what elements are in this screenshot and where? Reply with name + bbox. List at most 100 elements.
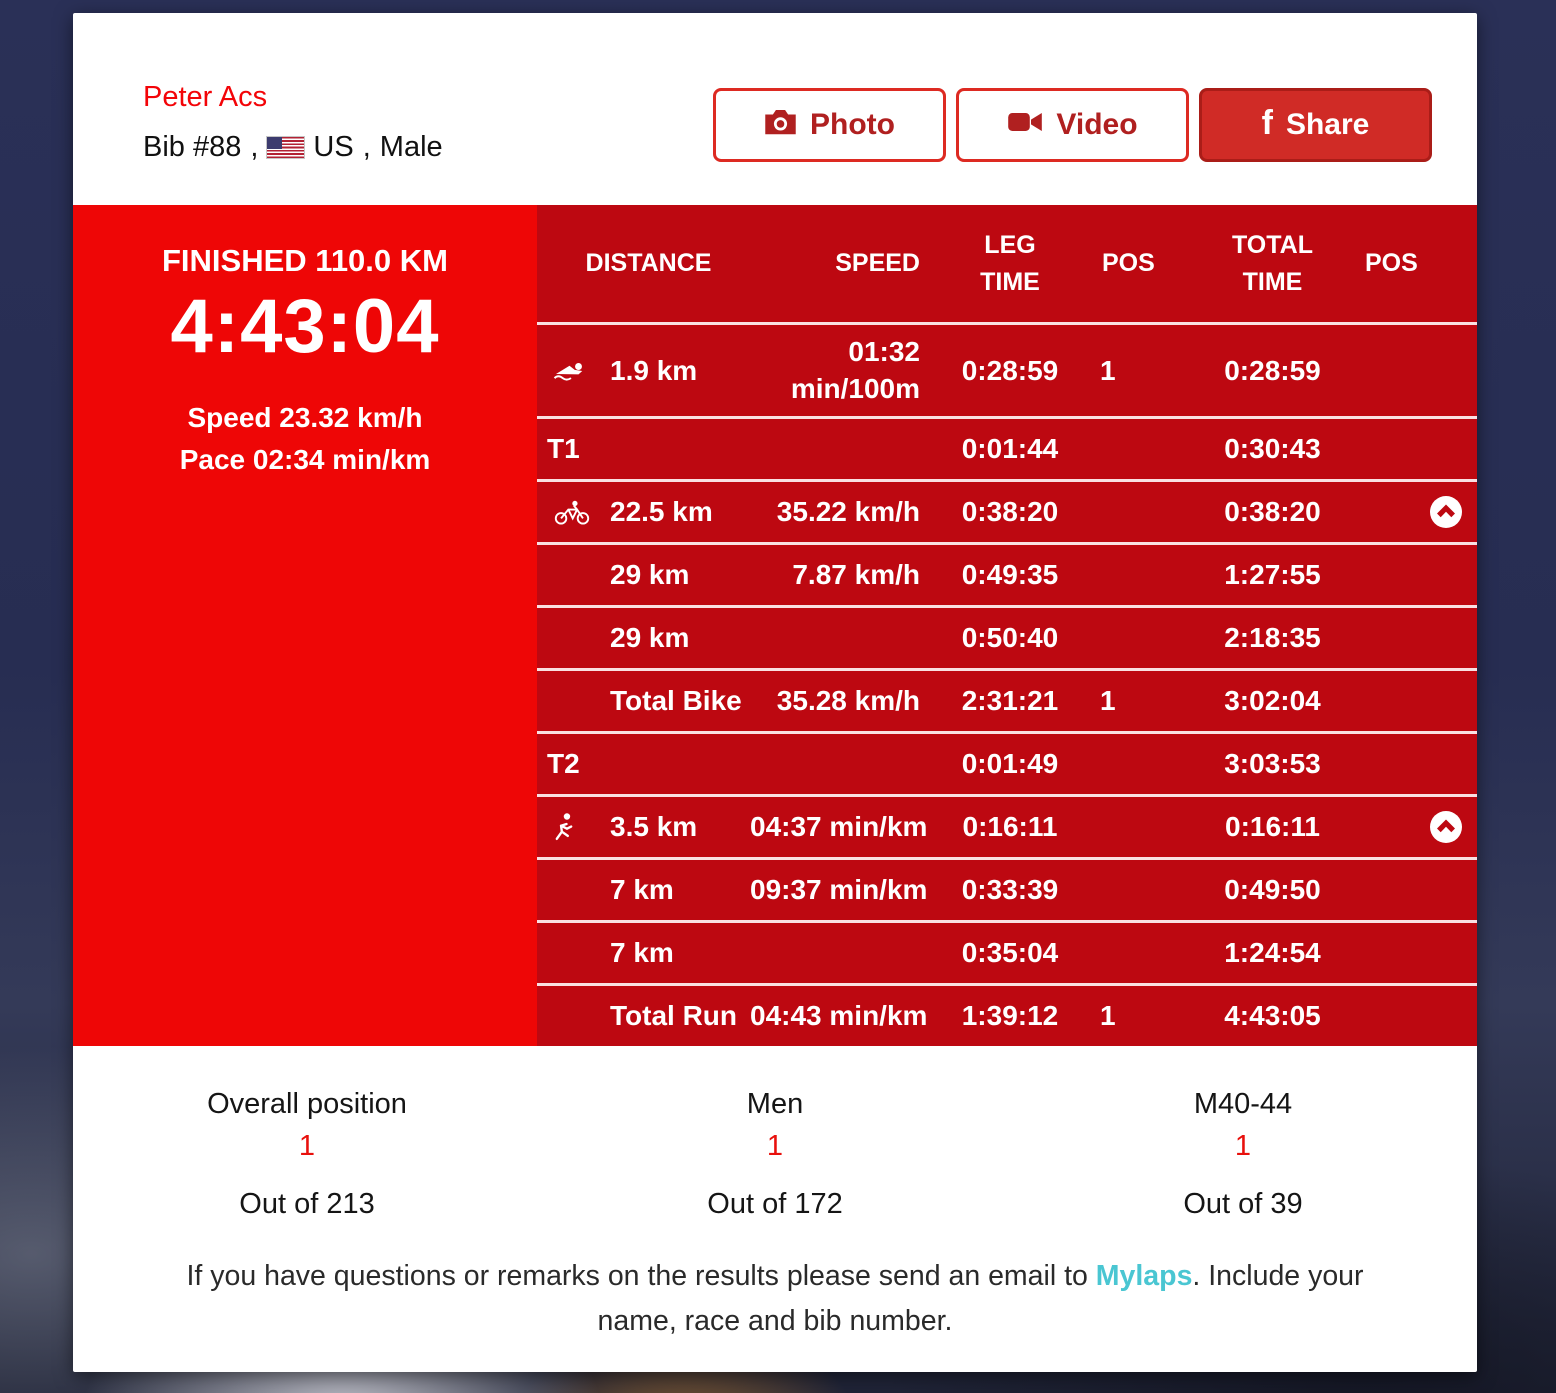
position-label: Men: [746, 1088, 804, 1120]
split-row-bike-interval: 29 km 7.87 km/h 0:49:35 1:27:55: [537, 542, 1477, 605]
col-header-pos-2: POS: [1365, 249, 1418, 277]
split-leg-time: 0:38:20: [961, 496, 1059, 527]
split-row-bike-interval: 29 km 0:50:40 2:18:35: [537, 605, 1477, 668]
col-header-leg-time-text: LEG TIME: [980, 231, 1040, 296]
cyclist-icon: [553, 499, 591, 526]
athlete-meta: Bib #88 , US , Male: [143, 131, 443, 164]
split-label: Total Bike: [610, 685, 742, 716]
split-distance: 7 km: [610, 874, 674, 905]
gender-position-block: Men 1 Out of 172: [541, 1088, 1009, 1246]
share-button-label: Share: [1285, 108, 1370, 141]
split-total-time: 4:43:05: [1224, 1000, 1321, 1031]
split-total-time: 0:16:11: [1225, 811, 1320, 842]
split-speed-value: 01:32: [848, 336, 920, 368]
split-pos: 1: [1100, 685, 1116, 716]
split-row-bike: 22.5 km 35.22 km/h 0:38:20 0:38:20: [537, 479, 1477, 542]
split-total-time: 2:18:35: [1224, 622, 1321, 653]
share-button[interactable]: f Share: [1199, 88, 1432, 162]
split-leg-time: 0:28:59: [961, 354, 1059, 386]
overall-position-block: Overall position 1 Out of 213: [73, 1088, 541, 1246]
split-leg-time: 0:01:49: [961, 748, 1059, 779]
split-leg-time: 0:16:11: [962, 811, 1058, 842]
position-out-of: Out of 213: [239, 1188, 375, 1220]
split-total-time: 3:02:04: [1224, 685, 1321, 716]
results-card: Peter Acs Bib #88 , US , Male Photo: [73, 13, 1477, 1372]
separator: ,: [362, 131, 371, 164]
swimmer-icon: [553, 360, 589, 382]
split-pos: 1: [1100, 1000, 1116, 1031]
split-total-time: 1:24:54: [1224, 937, 1321, 968]
split-leg-time: 0:01:44: [961, 433, 1059, 464]
us-flag-icon: [266, 136, 306, 160]
footer-text-before: If you have questions or remarks on the …: [186, 1260, 1096, 1292]
runner-icon: [553, 812, 575, 842]
category-position-block: M40-44 1 Out of 39: [1009, 1088, 1477, 1246]
athlete-name: Peter Acs: [143, 80, 268, 113]
card-header: Peter Acs Bib #88 , US , Male Photo: [73, 13, 1477, 205]
athlete-info: Peter Acs Bib #88 , US , Male: [143, 80, 443, 165]
footer-note: If you have questions or remarks on the …: [73, 1246, 1477, 1344]
split-label: Total Run: [610, 1000, 738, 1031]
split-speed: 09:37 min/km: [750, 873, 928, 905]
split-row-swim: 1.9 km 01:32 min/100m 0:28:59 1 0:28:59: [537, 322, 1477, 416]
position-summary: Overall position 1 Out of 213 Men 1 Out …: [73, 1046, 1477, 1246]
splits-table: DISTANCE SPEED LEG TIME POS TOTAL TIME P…: [537, 205, 1477, 1046]
results-section: FINISHED 110.0 KM 4:43:04 Speed 23.32 km…: [73, 205, 1477, 1046]
col-header-pos: POS: [1102, 249, 1155, 277]
split-leg-time: 0:49:35: [961, 559, 1059, 590]
col-header-total-time-text: TOTAL TIME: [1231, 231, 1313, 296]
video-button[interactable]: Video: [956, 88, 1189, 162]
separator: ,: [250, 131, 259, 164]
summary-panel: FINISHED 110.0 KM 4:43:04 Speed 23.32 km…: [73, 205, 537, 1046]
position-label: M40-44: [1193, 1088, 1293, 1120]
split-row-t1: T1 0:01:44 0:30:43: [537, 416, 1477, 479]
split-row-total-run: Total Run 04:43 min/km 1:39:12 1 4:43:05: [537, 983, 1477, 1046]
position-rank: 1: [766, 1130, 784, 1162]
split-leg-time: 2:31:21: [961, 685, 1059, 716]
position-out-of: Out of 39: [1183, 1188, 1303, 1220]
chevron-up-icon[interactable]: [1429, 810, 1463, 844]
photo-button-label: Photo: [810, 108, 895, 141]
video-camera-icon: [1007, 108, 1043, 142]
photo-button[interactable]: Photo: [713, 88, 946, 162]
action-buttons: Photo Video f Share: [713, 88, 1432, 162]
split-row-total-bike: Total Bike 35.28 km/h 2:31:21 1 3:02:04: [537, 668, 1477, 731]
split-total-time: 1:27:55: [1224, 559, 1321, 590]
col-header-total-time: TOTAL TIME: [1180, 227, 1365, 300]
split-distance: 22.5 km: [610, 496, 713, 527]
col-header-leg-time: LEG TIME: [920, 227, 1100, 300]
split-speed: 35.28 km/h: [776, 684, 920, 716]
mylaps-link[interactable]: Mylaps: [1095, 1260, 1193, 1292]
split-distance: 3.5 km: [610, 811, 698, 842]
gender-label: Male: [379, 131, 443, 164]
split-speed: 04:43 min/km: [750, 999, 928, 1031]
split-total-time: 0:49:50: [1224, 874, 1321, 905]
total-finish-time: 4:43:04: [170, 284, 440, 369]
split-total-time: 0:30:43: [1224, 433, 1321, 464]
split-row-run-interval: 7 km 09:37 min/km 0:33:39 0:49:50: [537, 857, 1477, 920]
split-label: T1: [547, 433, 580, 464]
split-leg-time: 0:33:39: [961, 874, 1059, 905]
facebook-icon: f: [1261, 104, 1273, 142]
split-speed: 7.87 km/h: [792, 558, 920, 590]
position-label: Overall position: [207, 1088, 407, 1120]
average-pace: Pace 02:34 min/km: [179, 444, 431, 475]
split-leg-time: 0:50:40: [961, 622, 1059, 653]
position-rank: 1: [1234, 1130, 1252, 1162]
split-leg-time: 1:39:12: [961, 1000, 1059, 1031]
split-total-time: 0:28:59: [1224, 354, 1321, 386]
split-total-time: 0:38:20: [1224, 496, 1321, 527]
split-row-run: 3.5 km 04:37 min/km 0:16:11 0:16:11: [537, 794, 1477, 857]
average-speed: Speed 23.32 km/h: [187, 402, 423, 433]
col-header-distance: DISTANCE: [585, 249, 712, 277]
finish-status: FINISHED 110.0 KM: [162, 243, 448, 278]
split-pos: 1: [1100, 354, 1116, 386]
bib-number: Bib #88: [143, 131, 242, 164]
split-speed-unit: min/100m: [790, 372, 920, 404]
splits-table-header: DISTANCE SPEED LEG TIME POS TOTAL TIME P…: [537, 205, 1477, 322]
split-row-t2: T2 0:01:49 3:03:53: [537, 731, 1477, 794]
split-speed: 35.22 km/h: [776, 495, 920, 527]
split-distance: 29 km: [610, 559, 690, 590]
footer-text-after: . Include your name, race and bib number…: [597, 1260, 1364, 1338]
chevron-up-icon[interactable]: [1429, 495, 1463, 529]
